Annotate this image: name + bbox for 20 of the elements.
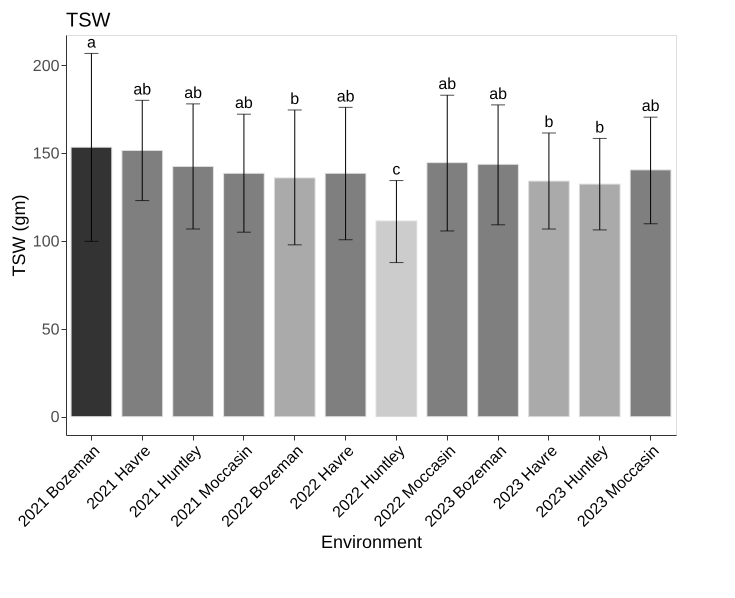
x-axis-title: Environment [320,532,422,552]
annotation: c [392,162,400,179]
annotation: ab [184,84,202,102]
y-tick-label: 150 [32,146,60,163]
annotation: b [290,90,300,108]
annotation: ab [642,98,660,116]
y-axis-title: TSW (gm) [8,194,29,276]
annotation: ab [336,88,355,106]
annotation: ab [489,86,508,103]
annotation: ab [235,95,253,112]
y-tick-label: 100 [32,233,60,250]
annotation: b [595,119,604,136]
annotation: ab [438,76,456,94]
annotation: a [86,34,96,52]
annotation: b [544,114,554,131]
y-tick-label: 50 [42,321,60,338]
chart-title: TSW [66,9,111,32]
y-tick-label: 200 [32,58,60,75]
y-tick-label: 0 [50,409,60,426]
annotation: ab [133,81,152,98]
